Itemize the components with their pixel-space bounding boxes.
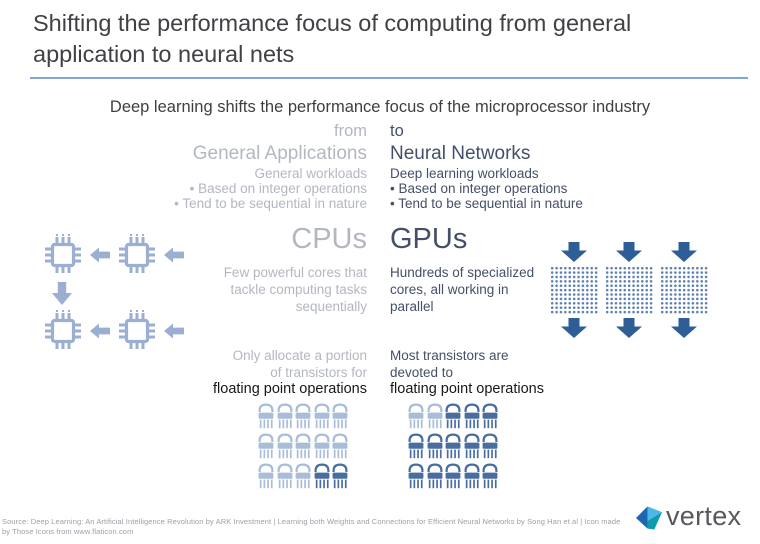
gpu-caption-line-3: floating point operations — [390, 381, 544, 397]
left-arrow-icon — [164, 247, 184, 263]
cpu-desc-line-2: tackle computing tasks — [230, 282, 367, 297]
gpu-column — [660, 242, 708, 338]
transistor-icon — [276, 403, 294, 429]
transistor-icon — [407, 463, 425, 489]
gpu-caption-line-2: devoted to — [390, 365, 454, 380]
to-label: to — [390, 122, 404, 140]
transistor-icon — [463, 463, 481, 489]
to-heading: Neural Networks — [390, 143, 531, 164]
gpu-column — [605, 242, 653, 338]
transistor-icon — [294, 463, 312, 489]
down-arrow-icon — [616, 242, 642, 262]
gpu-parallel-diagram — [550, 242, 708, 338]
transistor-icon — [257, 463, 275, 489]
transistor-icon — [257, 403, 275, 429]
transistor-icon — [463, 403, 481, 429]
gpu-caption-line-1: Most transistors are — [390, 348, 509, 363]
transistor-icon — [257, 433, 275, 459]
transistor-icon — [426, 463, 444, 489]
page-title: Shifting the performance focus of comput… — [33, 8, 631, 70]
cpu-chip-icon — [40, 232, 86, 278]
transistor-icon — [407, 403, 425, 429]
down-arrow-icon — [616, 318, 642, 338]
gpu-transistor-grid — [407, 403, 500, 493]
from-heading: General Applications — [192, 143, 367, 164]
down-arrow-icon — [671, 242, 697, 262]
cpu-desc-line-3: sequentially — [295, 299, 367, 314]
cpu-transistor-grid — [257, 403, 350, 493]
title-line-2: application to neural nets — [33, 41, 295, 67]
from-bullet-1: • Based on integer operations — [189, 181, 367, 197]
gpu-transistor-caption: Most transistors are devoted to floating… — [390, 347, 690, 398]
transistor-icon — [426, 403, 444, 429]
transistor-icon — [331, 463, 349, 489]
transistor-icon — [481, 403, 499, 429]
source-line-1: Source: Deep Learning: An Artificial Int… — [2, 517, 621, 526]
from-label: from — [334, 122, 367, 140]
to-bullet-1: • Based on integer operations — [390, 181, 568, 197]
down-arrow-icon — [52, 282, 72, 305]
cpu-transistor-caption: Only allocate a portion of transistors f… — [0, 347, 367, 398]
transistor-icon — [313, 463, 331, 489]
from-column: from General Applications General worklo… — [0, 120, 367, 212]
cpu-description: Few powerful cores that tackle computing… — [0, 264, 367, 315]
transistor-icon — [444, 463, 462, 489]
cpus-heading: CPUs — [291, 223, 367, 255]
gpu-column — [550, 242, 598, 338]
transistor-icon — [444, 403, 462, 429]
cpu-chip-icon — [114, 232, 160, 278]
transistor-icon — [294, 403, 312, 429]
transistor-icon — [276, 463, 294, 489]
to-column: to Neural Networks Deep learning workloa… — [390, 120, 750, 212]
transistor-icon — [481, 433, 499, 459]
transistor-icon — [294, 433, 312, 459]
gpu-description: Hundreds of specialized cores, all worki… — [390, 264, 620, 315]
transistor-icon — [426, 433, 444, 459]
transistor-icon — [331, 433, 349, 459]
from-workload: General workloads — [254, 166, 367, 181]
transistor-icon — [407, 433, 425, 459]
gpu-desc-line-2: cores, all working in — [390, 282, 509, 297]
cpu-caption-line-1: Only allocate a portion — [232, 348, 367, 363]
gpu-desc-line-3: parallel — [390, 299, 434, 314]
title-underline — [30, 77, 748, 79]
down-arrow-icon — [561, 242, 587, 262]
vertex-logo: vertex — [636, 501, 741, 532]
vertex-logo-text: vertex — [666, 501, 742, 531]
transistor-icon — [444, 433, 462, 459]
cpu-caption-line-2: of transistors for — [270, 365, 367, 380]
down-arrow-icon — [671, 318, 697, 338]
left-arrow-icon — [90, 323, 110, 339]
to-workload: Deep learning workloads — [390, 166, 539, 181]
transistor-icon — [463, 433, 481, 459]
gpu-core-grid — [660, 266, 708, 314]
down-arrow-icon — [561, 318, 587, 338]
source-attribution: Source: Deep Learning: An Artificial Int… — [2, 517, 620, 537]
gpu-core-grid — [605, 266, 653, 314]
from-bullet-2: • Tend to be sequential in nature — [174, 196, 367, 212]
transistor-icon — [481, 463, 499, 489]
cpu-desc-line-1: Few powerful cores that — [223, 265, 367, 280]
left-arrow-icon — [164, 323, 184, 339]
cpu-caption-line-3: floating point operations — [213, 381, 367, 397]
gpu-core-grid — [550, 266, 598, 314]
cpu-sequential-diagram — [38, 230, 193, 352]
vertex-gem-icon — [636, 503, 663, 531]
gpu-desc-line-1: Hundreds of specialized — [390, 265, 535, 280]
subtitle: Deep learning shifts the performance foc… — [109, 98, 651, 116]
to-bullet-2: • Tend to be sequential in nature — [390, 196, 583, 212]
title-line-1: Shifting the performance focus of comput… — [33, 10, 632, 36]
transistor-icon — [313, 433, 331, 459]
gpus-heading: GPUs — [390, 223, 468, 255]
transistor-icon — [313, 403, 331, 429]
source-line-2: by Those Icons from www.flaticon.com — [2, 527, 134, 536]
transistor-icon — [331, 403, 349, 429]
transistor-icon — [276, 433, 294, 459]
left-arrow-icon — [90, 247, 110, 263]
